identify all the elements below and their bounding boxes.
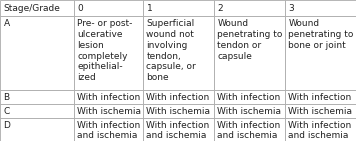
Bar <box>143 90 214 104</box>
Text: Wound
penetrating to
bone or joint: Wound penetrating to bone or joint <box>288 19 354 50</box>
Bar <box>285 104 356 117</box>
Text: 2: 2 <box>218 4 223 13</box>
Text: A: A <box>4 19 10 28</box>
Text: With ischemia: With ischemia <box>288 107 352 116</box>
Text: With infection: With infection <box>218 93 281 102</box>
Text: With infection: With infection <box>78 93 141 102</box>
Text: 1: 1 <box>146 4 152 13</box>
Bar <box>143 117 214 141</box>
Bar <box>0 90 74 104</box>
Bar <box>285 117 356 141</box>
Text: 0: 0 <box>78 4 83 13</box>
Bar <box>0 16 74 90</box>
Bar <box>214 104 285 117</box>
Text: With infection
and ischemia: With infection and ischemia <box>288 121 352 140</box>
Text: Wound
penetrating to
tendon or
capsule: Wound penetrating to tendon or capsule <box>218 19 283 60</box>
Bar <box>74 90 143 104</box>
Text: With ischemia: With ischemia <box>218 107 282 116</box>
Text: Stage/Grade: Stage/Grade <box>4 4 61 13</box>
Text: Pre- or post-
ulcerative
lesion
completely
epithelial-
ized: Pre- or post- ulcerative lesion complete… <box>78 19 133 82</box>
Text: With infection: With infection <box>288 93 352 102</box>
Bar <box>74 0 143 16</box>
Bar <box>214 117 285 141</box>
Bar <box>74 16 143 90</box>
Text: 3: 3 <box>288 4 294 13</box>
Bar <box>285 90 356 104</box>
Text: With infection
and ischemia: With infection and ischemia <box>146 121 210 140</box>
Bar <box>214 0 285 16</box>
Bar <box>74 117 143 141</box>
Bar <box>214 90 285 104</box>
Bar <box>285 0 356 16</box>
Bar <box>143 0 214 16</box>
Text: B: B <box>4 93 10 102</box>
Bar <box>285 16 356 90</box>
Text: C: C <box>4 107 10 116</box>
Text: With ischemia: With ischemia <box>146 107 210 116</box>
Bar <box>143 16 214 90</box>
Text: Superficial
wound not
involving
tendon,
capsule, or
bone: Superficial wound not involving tendon, … <box>146 19 196 82</box>
Bar <box>143 104 214 117</box>
Bar <box>0 0 74 16</box>
Text: With infection
and ischemia: With infection and ischemia <box>78 121 141 140</box>
Text: With ischemia: With ischemia <box>78 107 141 116</box>
Bar <box>214 16 285 90</box>
Bar <box>0 117 74 141</box>
Text: D: D <box>4 121 10 129</box>
Text: With infection: With infection <box>146 93 210 102</box>
Text: With infection
and ischemia: With infection and ischemia <box>218 121 281 140</box>
Bar <box>0 104 74 117</box>
Bar <box>74 104 143 117</box>
